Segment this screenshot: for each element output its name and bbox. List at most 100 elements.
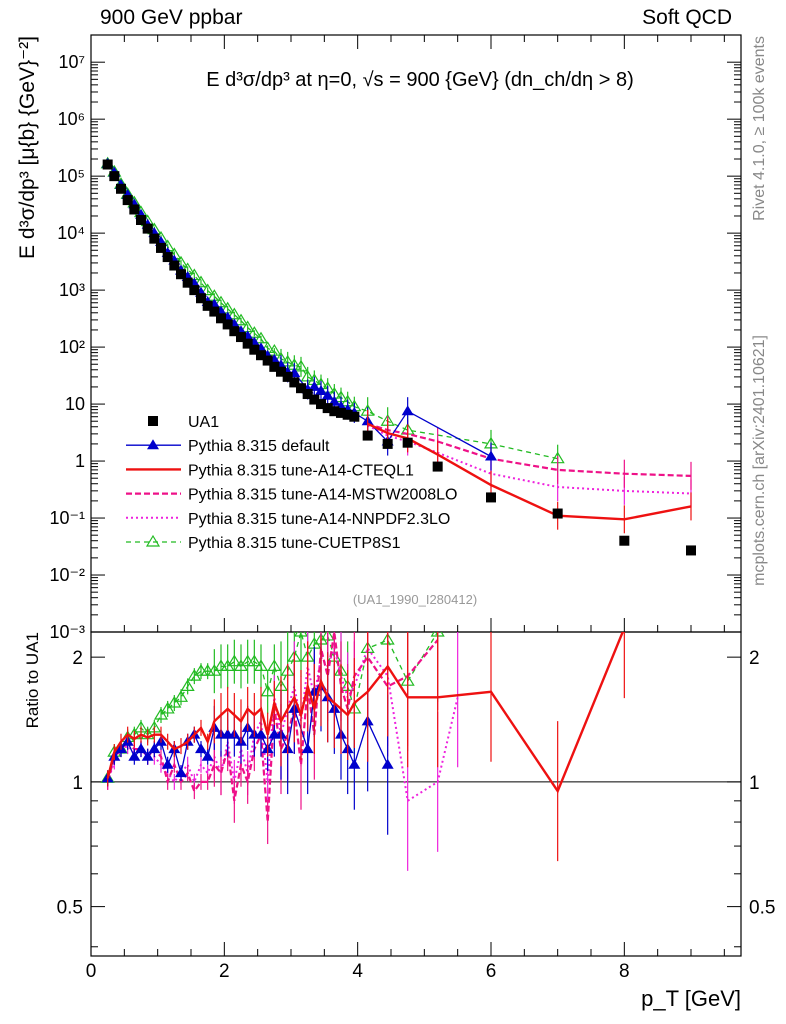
- y-tick-label: 1: [75, 451, 85, 471]
- data-point: [189, 285, 200, 296]
- data-point: [129, 204, 140, 215]
- data-point: [686, 545, 696, 556]
- legend-label: Pythia 8.315 tune-A14-CTEQL1: [188, 462, 414, 479]
- data-point: [552, 508, 563, 519]
- series-cuetp8s1-point: [293, 359, 309, 372]
- data-point: [486, 492, 496, 503]
- series-default-ratio-point: [201, 750, 214, 761]
- x-tick-label: 2: [219, 961, 230, 982]
- ratio-plot-frame: [90, 631, 742, 957]
- data-point: [432, 461, 443, 472]
- series-default-point: [321, 389, 334, 400]
- data-point: [256, 350, 266, 361]
- legend-label: Pythia 8.315 default: [188, 438, 330, 455]
- series-default-ratio-point: [141, 750, 154, 761]
- data-point: [122, 195, 133, 206]
- data-point: [262, 355, 273, 366]
- data-point: [182, 277, 193, 288]
- series-default-ratio-point: [128, 750, 141, 761]
- series-default-ratio-point: [255, 728, 267, 739]
- ratio-tick-label-right: 2: [749, 648, 760, 669]
- series-default-ratio-point: [301, 743, 314, 754]
- x-tick-label: 4: [352, 961, 363, 982]
- header-right: Soft QCD: [642, 6, 732, 29]
- data-point: [209, 306, 220, 317]
- series-cteql1-line: [367, 422, 692, 521]
- main-plot-area: [100, 156, 696, 556]
- y-tick-label: 10⁷: [58, 52, 85, 72]
- data-point: [382, 438, 393, 449]
- series-default-line: [107, 163, 492, 458]
- series-default-ratio-point: [195, 743, 207, 754]
- series-default-ratio-point: [161, 758, 174, 769]
- series-default-ratio-point: [148, 743, 161, 754]
- series-default-point: [308, 380, 321, 391]
- data-point: [149, 233, 160, 244]
- data-point: [276, 366, 286, 377]
- watermark: (UA1_1990_I280412): [353, 592, 477, 607]
- series-cuetp8s1-ratio-point: [180, 679, 195, 691]
- ratio-tick-label-right: 1: [749, 773, 760, 794]
- data-point: [176, 269, 186, 280]
- series-cuetp8s1-ratio-point: [293, 632, 309, 637]
- series-cuetp8s1-ratio-point: [153, 707, 169, 720]
- data-point: [236, 332, 246, 343]
- ratio-axis-label: Ratio to UA1: [23, 632, 42, 728]
- data-point: [249, 344, 260, 355]
- data-point: [336, 407, 346, 418]
- ratio-tick-label-left: 2: [72, 648, 83, 669]
- y-tick-label: 10⁶: [58, 109, 85, 129]
- series-cuetp8s1-ratio-point: [253, 659, 269, 671]
- data-point: [142, 223, 153, 234]
- series-default-point: [485, 450, 497, 461]
- legend-label: UA1: [188, 414, 219, 431]
- data-point: [619, 535, 630, 546]
- data-point: [216, 313, 226, 324]
- data-point: [242, 338, 253, 349]
- y-tick-label: 10²: [59, 337, 85, 357]
- data-point: [222, 319, 233, 330]
- x-tick-label: 6: [486, 961, 497, 982]
- series-nnpdf-ratio-line: [106, 644, 459, 803]
- series-cuetp8s1-ratio-point: [247, 654, 262, 667]
- data-point: [136, 214, 146, 225]
- series-cuetp8s1-ratio-point: [173, 690, 189, 702]
- mcplots-label: mcplots.cern.ch [arXiv:2401.10621]: [751, 335, 768, 586]
- series-cuetp8s1-point: [233, 313, 249, 326]
- series-default-ratio-point: [175, 767, 187, 778]
- header-left: 900 GeV ppbar: [100, 6, 243, 29]
- legend-entry: Pythia 8.315 tune-A14-NNPDF2.3LO: [126, 511, 450, 528]
- series-cuetp8s1-ratio-point: [167, 695, 182, 708]
- y-tick-label: 10⁻¹: [49, 508, 85, 528]
- y-tick-label: 10⁴: [57, 223, 85, 243]
- data-point: [162, 252, 173, 263]
- legend-entry: Pythia 8.315 default: [126, 438, 330, 455]
- y-tick-label: 10⁻²: [49, 565, 85, 585]
- data-point: [322, 403, 333, 414]
- data-point: [342, 409, 353, 420]
- legend-entry: Pythia 8.315 tune-A14-MSTW2008LO: [126, 487, 457, 504]
- series-cuetp8s1-ratio-point: [260, 684, 275, 697]
- ratio-tick-label-left: 0.5: [57, 898, 83, 919]
- series-default-ratio-point: [381, 758, 394, 769]
- legend-marker: [147, 439, 159, 450]
- data-point: [302, 389, 313, 400]
- data-point: [362, 430, 373, 441]
- data-point: [309, 394, 320, 405]
- data-point: [102, 159, 113, 170]
- series-cuetp8s1-point: [193, 275, 209, 288]
- data-point: [116, 183, 126, 194]
- x-tick-label: 0: [86, 961, 97, 982]
- series-default-ratio-point: [348, 758, 361, 769]
- chart-title: E d³σ/dp³ at η=0, √s = 900 {GeV} (dn_ch/…: [206, 69, 633, 91]
- legend-entry: Pythia 8.315 tune-CUETP8S1: [126, 534, 401, 552]
- y-tick-label: 10⁻³: [49, 622, 85, 642]
- series-default-point: [401, 405, 414, 416]
- legend-marker: [145, 534, 161, 547]
- data-point: [169, 260, 180, 271]
- ratio-tick-label-right: 0.5: [749, 898, 775, 919]
- data-point: [329, 406, 340, 417]
- data-point: [196, 293, 206, 304]
- data-point: [229, 326, 240, 337]
